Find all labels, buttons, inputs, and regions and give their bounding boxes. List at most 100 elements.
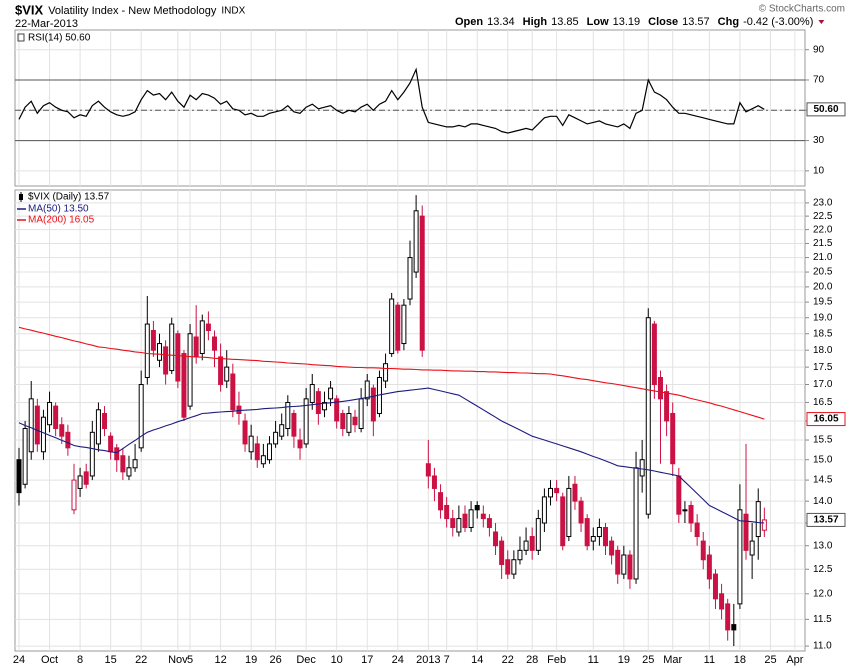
candle-body — [254, 443, 260, 461]
candle-body — [169, 323, 175, 372]
candle-body — [16, 459, 22, 494]
candle-body — [670, 412, 676, 465]
candle-body — [242, 420, 248, 445]
quote-label: Chg — [718, 16, 739, 28]
candle-body — [138, 384, 144, 449]
value-tag-label: 50.60 — [813, 104, 838, 115]
y-tick-label: 16.5 — [813, 397, 833, 408]
candle-body — [517, 549, 523, 561]
candle-body — [615, 549, 621, 575]
panel — [14, 29, 806, 187]
candle-body — [370, 387, 376, 422]
copyright: © StockCharts.com — [759, 4, 845, 15]
legend-icon — [19, 194, 23, 200]
x-tick-label: 2013 — [416, 654, 440, 666]
quote-value: 13.57 — [682, 16, 710, 28]
candle-body — [108, 435, 114, 453]
candle-body — [627, 554, 633, 580]
security-name: Volatility Index - New Methodology — [48, 5, 217, 17]
y-tick-label: 15.5 — [813, 435, 833, 446]
candle-body — [236, 405, 242, 414]
y-tick-label: 20.0 — [813, 282, 833, 293]
x-tick-label: 24 — [13, 654, 25, 666]
candle-body — [737, 509, 743, 605]
candle-body — [511, 559, 517, 575]
y-tick-label: 22.5 — [813, 211, 833, 222]
candle-body — [34, 405, 40, 445]
candle-body — [548, 487, 554, 498]
candle-body — [248, 435, 254, 453]
legend-label: RSI(14) 50.60 — [28, 33, 91, 44]
candle-body — [346, 412, 352, 433]
candle-body — [328, 387, 334, 400]
candle-body — [47, 401, 53, 426]
candle-body — [230, 373, 236, 411]
candle-body — [352, 416, 358, 426]
candle-body — [743, 513, 749, 551]
candle-body — [114, 447, 120, 461]
candle-body — [419, 215, 425, 351]
candle-body — [83, 471, 89, 485]
candle-body — [444, 504, 450, 520]
x-tick-label: 26 — [269, 654, 281, 666]
y-tick-label: 30 — [813, 135, 825, 146]
candle-body — [65, 431, 71, 449]
y-tick-label: 20.5 — [813, 267, 833, 278]
date: 22-Mar-2013 — [15, 18, 78, 30]
y-tick-label: 18.5 — [813, 328, 833, 339]
x-tick-label: 5 — [187, 654, 193, 666]
y-tick-label: 19.5 — [813, 297, 833, 308]
candle-body — [212, 336, 217, 351]
candle-body — [163, 346, 169, 375]
candle-body — [731, 624, 737, 631]
x-tick-label: 11 — [704, 654, 715, 666]
value-tag — [806, 412, 846, 427]
x-tick-label: 12 — [214, 654, 226, 666]
candle-body — [413, 210, 419, 273]
x-tick-label: Dec — [296, 654, 316, 666]
candle-body — [22, 428, 28, 485]
candle-body — [95, 409, 101, 445]
candle-body — [456, 518, 462, 533]
candle-body — [596, 526, 602, 538]
quote-label: Open — [455, 16, 483, 28]
legend-label: MA(50) 13.50 — [28, 204, 89, 215]
candle-body — [560, 496, 566, 547]
y-tick-label: 11.5 — [813, 614, 832, 625]
x-tick-label: 19 — [618, 654, 630, 666]
candle-body — [755, 501, 761, 538]
candle-body — [144, 323, 150, 379]
quote-label: High — [523, 16, 548, 28]
candle-body — [700, 540, 706, 561]
x-tick-label: 18 — [734, 654, 746, 666]
x-tick-label: 25 — [642, 654, 654, 666]
y-tick-label: 14.5 — [813, 475, 833, 486]
candle-body — [285, 401, 291, 430]
y-tick-label: 19.0 — [813, 312, 833, 323]
y-tick-label: 18.0 — [813, 345, 833, 356]
candle-body — [175, 333, 181, 382]
candle-body — [529, 536, 535, 551]
x-tick-label: 17 — [361, 654, 373, 666]
rsi-line — [18, 67, 765, 134]
candle-body — [621, 554, 627, 575]
candle-body — [761, 519, 767, 531]
candle-body — [126, 467, 132, 477]
candle-body — [712, 573, 718, 600]
x-tick-label: 19 — [245, 654, 257, 666]
candle-body — [431, 475, 437, 489]
candle-body — [187, 333, 193, 407]
candle-body — [657, 377, 663, 400]
candle-body — [77, 475, 83, 489]
candle-body — [205, 323, 211, 331]
y-tick-label: 11.0 — [813, 641, 832, 652]
legend-icon — [17, 33, 25, 42]
y-tick-label: 17.0 — [813, 379, 833, 390]
quote-value: 13.19 — [613, 16, 641, 28]
x-tick-label: 22 — [502, 654, 514, 666]
candle-body — [554, 487, 560, 494]
y-tick-label: 22.0 — [813, 224, 833, 235]
quote-value: 13.85 — [551, 16, 579, 28]
